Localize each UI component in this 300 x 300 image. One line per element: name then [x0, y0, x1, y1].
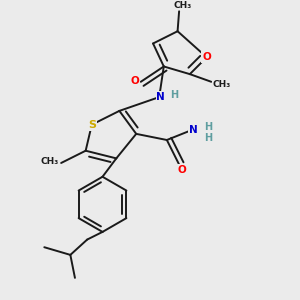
Text: H: H — [170, 90, 178, 100]
Text: O: O — [177, 165, 186, 175]
Text: O: O — [130, 76, 139, 85]
Text: CH₃: CH₃ — [173, 1, 191, 10]
Text: N: N — [156, 92, 165, 102]
Text: CH₃: CH₃ — [213, 80, 231, 89]
Text: O: O — [202, 52, 211, 62]
Text: N: N — [189, 125, 198, 135]
Text: S: S — [88, 120, 96, 130]
Text: CH₃: CH₃ — [40, 157, 58, 166]
Text: H: H — [204, 122, 212, 131]
Text: H: H — [204, 133, 212, 142]
